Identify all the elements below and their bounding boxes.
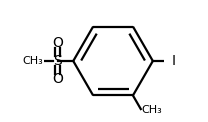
Text: O: O	[52, 72, 63, 86]
Text: O: O	[52, 36, 63, 50]
Text: S: S	[53, 54, 62, 68]
Text: I: I	[172, 54, 176, 68]
Text: CH₃: CH₃	[22, 56, 43, 66]
Text: CH₃: CH₃	[141, 105, 162, 115]
